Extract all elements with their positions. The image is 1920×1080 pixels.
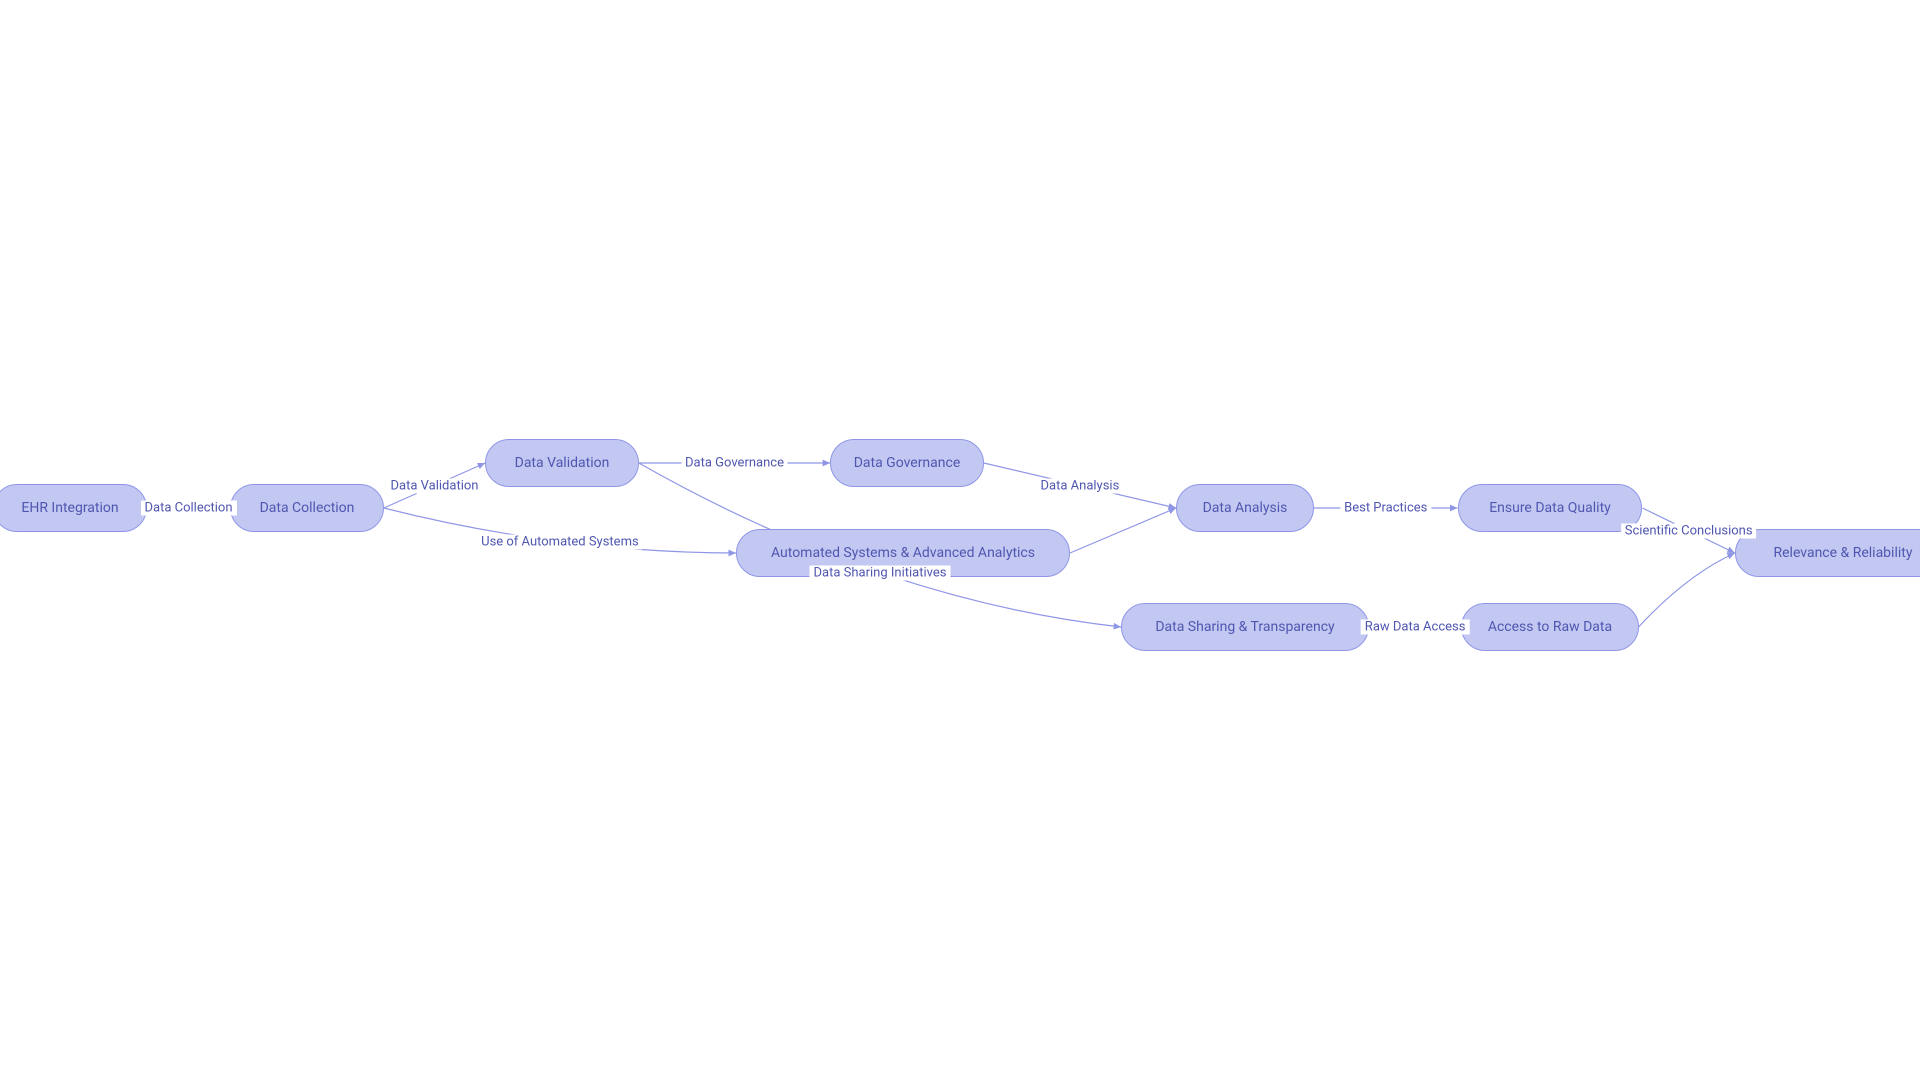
edge-label: Best Practices (1340, 501, 1431, 516)
node-quality[interactable]: Ensure Data Quality (1458, 484, 1643, 532)
node-label: Data Governance (854, 455, 961, 471)
edge-raw-relev (1639, 553, 1735, 627)
edge-auto-analysis (1070, 508, 1176, 553)
node-relev[interactable]: Relevance & Reliability (1735, 529, 1920, 577)
node-label: Ensure Data Quality (1489, 500, 1611, 516)
edge-label: Data Validation (387, 478, 483, 493)
node-label: Data Analysis (1203, 500, 1288, 516)
node-analysis[interactable]: Data Analysis (1176, 484, 1314, 532)
node-govern[interactable]: Data Governance (830, 439, 984, 487)
edge-label: Raw Data Access (1361, 620, 1470, 635)
node-label: EHR Integration (21, 500, 118, 516)
node-label: Automated Systems & Advanced Analytics (771, 545, 1035, 561)
node-label: Data Sharing & Transparency (1155, 619, 1334, 635)
edge-label: Data Collection (140, 501, 236, 516)
edge-label: Use of Automated Systems (477, 534, 643, 549)
node-share[interactable]: Data Sharing & Transparency (1121, 603, 1369, 651)
node-ehr[interactable]: EHR Integration (0, 484, 147, 532)
edge-label: Scientific Conclusions (1621, 523, 1757, 538)
node-label: Data Validation (515, 455, 610, 471)
node-collect[interactable]: Data Collection (230, 484, 384, 532)
node-label: Access to Raw Data (1488, 619, 1612, 635)
node-raw[interactable]: Access to Raw Data (1461, 603, 1638, 651)
edge-label: Data Analysis (1037, 478, 1124, 493)
node-label: Data Collection (260, 500, 355, 516)
node-label: Relevance & Reliability (1773, 545, 1912, 561)
node-validate[interactable]: Data Validation (485, 439, 639, 487)
edge-label: Data Sharing Initiatives (809, 565, 950, 580)
flowchart-canvas: EHR Integration Data Collection Data Valid… (0, 0, 1920, 1080)
edge-label: Data Governance (681, 456, 788, 471)
